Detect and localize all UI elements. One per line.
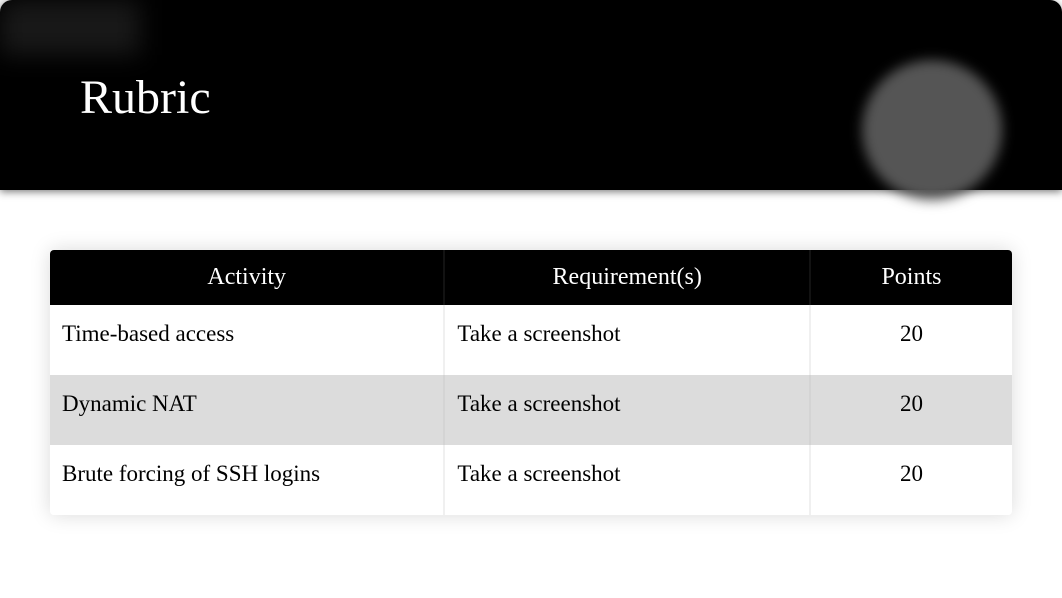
table-header-row: Activity Requirement(s) Points xyxy=(50,250,1012,305)
cell-activity: Dynamic NAT xyxy=(50,375,444,445)
column-header-points: Points xyxy=(810,250,1012,305)
rubric-table: Activity Requirement(s) Points Time-base… xyxy=(50,250,1012,515)
table-row: Dynamic NAT Take a screenshot 20 xyxy=(50,375,1012,445)
column-header-requirement: Requirement(s) xyxy=(444,250,810,305)
header-blur-decoration xyxy=(0,0,140,55)
header-circle-decoration xyxy=(862,60,1002,200)
cell-requirement: Take a screenshot xyxy=(444,375,810,445)
column-header-activity: Activity xyxy=(50,250,444,305)
page-title: Rubric xyxy=(80,70,211,125)
cell-points: 20 xyxy=(810,445,1012,515)
slide-header: Rubric xyxy=(0,0,1062,190)
table-row: Brute forcing of SSH logins Take a scree… xyxy=(50,445,1012,515)
content-area: Activity Requirement(s) Points Time-base… xyxy=(0,190,1062,515)
cell-activity: Brute forcing of SSH logins xyxy=(50,445,444,515)
cell-requirement: Take a screenshot xyxy=(444,445,810,515)
cell-points: 20 xyxy=(810,375,1012,445)
cell-requirement: Take a screenshot xyxy=(444,305,810,375)
cell-points: 20 xyxy=(810,305,1012,375)
table-row: Time-based access Take a screenshot 20 xyxy=(50,305,1012,375)
cell-activity: Time-based access xyxy=(50,305,444,375)
rubric-table-wrapper: Activity Requirement(s) Points Time-base… xyxy=(50,250,1012,515)
